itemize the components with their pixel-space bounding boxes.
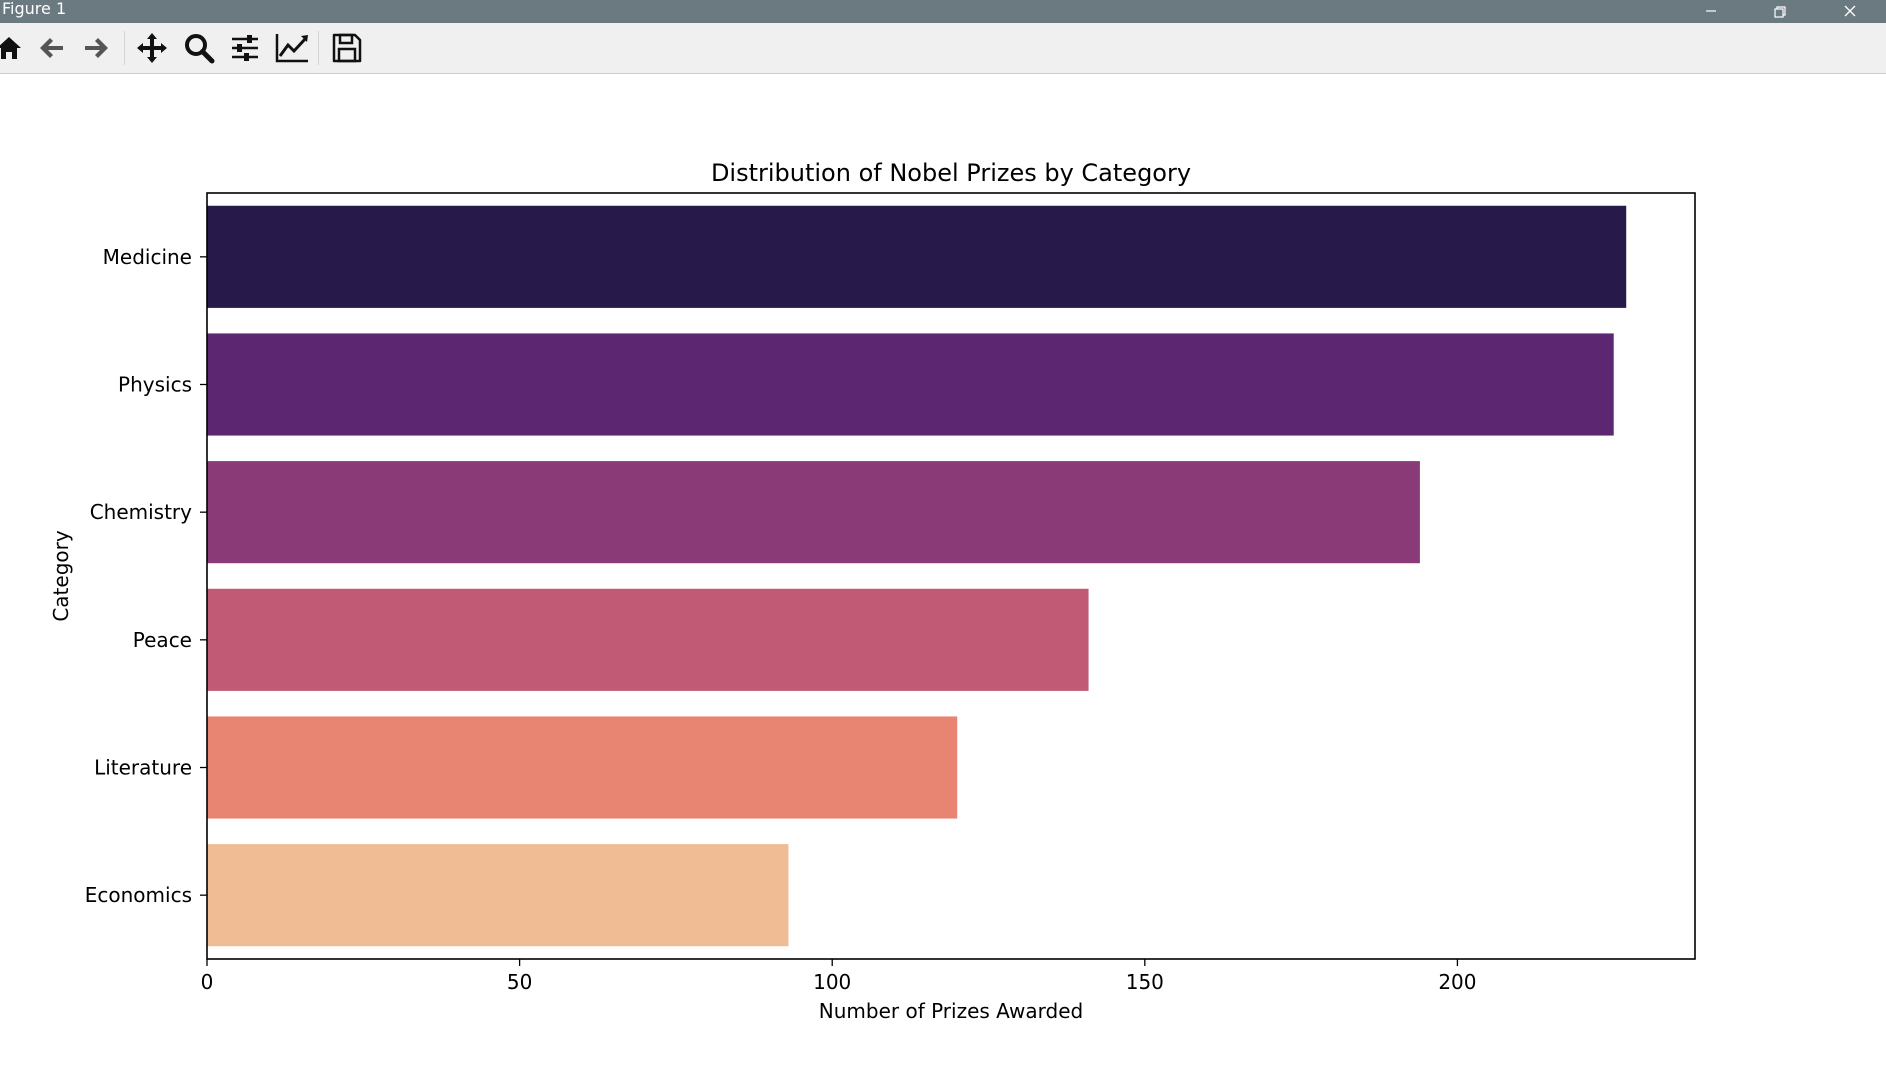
bar-physics <box>207 333 1614 436</box>
bar-medicine <box>207 205 1627 308</box>
chart-title: Distribution of Nobel Prizes by Category <box>711 159 1191 187</box>
bar-chemistry <box>207 461 1420 564</box>
navigation-toolbar <box>0 23 1886 74</box>
window-titlebar: Figure 1 <box>0 0 1886 23</box>
bars-group <box>207 205 1627 947</box>
bar-peace <box>207 588 1089 691</box>
bar-economics <box>207 844 789 947</box>
arrow-left-icon <box>40 38 63 58</box>
y-tick-label: Medicine <box>103 245 192 269</box>
toolbar-separator <box>124 31 125 65</box>
x-tick-label: 50 <box>507 970 532 994</box>
edit-axes-button[interactable] <box>273 29 311 67</box>
window-title: Figure 1 <box>2 0 67 18</box>
arrow-right-icon <box>85 38 108 58</box>
floppy-disk-icon <box>332 33 362 63</box>
x-tick-label: 100 <box>813 970 851 994</box>
toolbar-separator <box>318 31 319 65</box>
x-tick-label: 150 <box>1126 970 1164 994</box>
x-axis: 0 50 100 150 200 <box>201 959 1477 994</box>
y-axis-label: Category <box>49 530 73 622</box>
home-icon <box>0 37 21 59</box>
close-button[interactable] <box>1820 0 1880 23</box>
back-button[interactable] <box>32 29 70 67</box>
y-tick-label: Chemistry <box>90 500 192 524</box>
zoom-button[interactable] <box>180 29 218 67</box>
forward-button[interactable] <box>78 29 116 67</box>
y-tick-label: Economics <box>85 883 192 907</box>
plot-area-frame <box>206 192 1696 960</box>
restore-icon <box>1774 5 1786 18</box>
home-button[interactable] <box>0 29 28 67</box>
line-chart-icon <box>275 34 308 63</box>
restore-button[interactable] <box>1750 0 1810 23</box>
save-button[interactable] <box>328 29 366 67</box>
x-tick-label: 0 <box>201 970 214 994</box>
y-tick-label: Physics <box>118 373 192 397</box>
y-tick-label: Literature <box>94 756 192 780</box>
bar-chart: Distribution of Nobel Prizes by Category… <box>49 159 1696 1023</box>
x-axis-label: Number of Prizes Awarded <box>819 999 1083 1023</box>
y-axis: Medicine Physics Chemistry Peace Literature E… <box>85 245 207 907</box>
y-tick-label: Peace <box>133 628 192 652</box>
minimize-icon <box>1706 9 1716 12</box>
sliders-icon <box>232 35 258 61</box>
figure-canvas: Distribution of Nobel Prizes by Category… <box>0 74 1886 1068</box>
minimize-button[interactable] <box>1681 0 1741 23</box>
x-tick-label: 200 <box>1438 970 1476 994</box>
bar-literature <box>207 716 958 819</box>
magnifier-icon <box>185 34 215 64</box>
move-icon <box>137 33 167 63</box>
close-icon <box>1844 5 1856 16</box>
pan-button[interactable] <box>133 29 171 67</box>
configure-subplots-button[interactable] <box>226 29 264 67</box>
